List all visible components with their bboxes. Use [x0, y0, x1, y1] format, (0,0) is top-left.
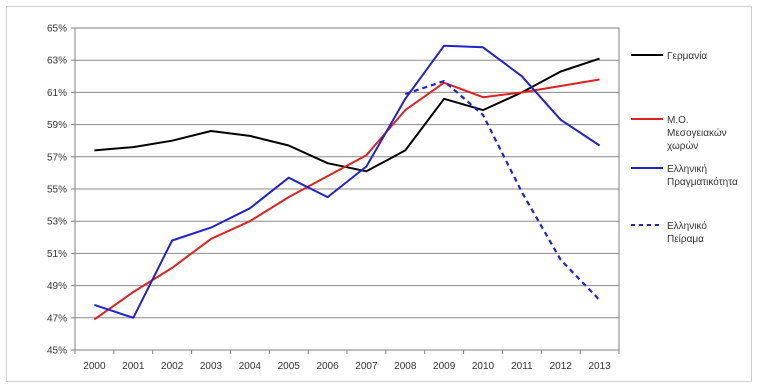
x-tick-label: 2008 [394, 361, 417, 372]
x-tick-label: 2001 [122, 361, 145, 372]
legend-label-0: Γερμανία [667, 50, 707, 62]
gridlines [75, 59, 619, 319]
series-line-0 [94, 57, 600, 173]
x-axis-ticks: 2000 2001 2002 2003 2004 2005 2006 2007 2008 2009… [74, 350, 620, 372]
y-tick-label: 51% [47, 249, 67, 260]
legend-label-3: Πείραμα [667, 233, 704, 245]
y-tick-label: 63% [47, 56, 67, 67]
x-tick-label: 2005 [278, 361, 301, 372]
legend-label-2: Πραγματικότητα [667, 176, 738, 188]
series-line-1 [93, 78, 600, 321]
x-tick-label: 2012 [550, 361, 573, 372]
chart-svg: 45%47%49%51%53%55%57%59%61%63%65% 2000 20… [47, 24, 738, 373]
legend-label-1: Μ.Ο. [667, 115, 689, 126]
y-tick-label: 45% [47, 346, 67, 357]
series-line-3 [404, 79, 601, 301]
y-axis-ticks: 45% 47% 49% 51% 53% 55% 57% 59% 61% 63% 65% [47, 24, 75, 357]
x-tick-label: 2007 [355, 361, 378, 372]
x-tick-label: 2006 [316, 361, 339, 372]
y-tick-label: 47% [47, 313, 67, 324]
y-tick-label: 59% [47, 120, 67, 131]
legend-label-1: χωρών [667, 140, 698, 152]
chart-frame: 45% 47% 49% 51% 53% 55% 57% 59% 61% 63% 65% 2000 20… [6, 6, 752, 382]
y-tick-label: 57% [47, 152, 67, 163]
x-tick-label: 2004 [239, 361, 262, 372]
series-line-2 [94, 44, 601, 319]
series-lines [93, 44, 601, 321]
y-tick-label: 49% [47, 281, 67, 292]
legend-label-2: Ελληνική [667, 163, 707, 175]
y-tick-label: 61% [47, 88, 67, 99]
y-tick-label: 53% [47, 217, 67, 228]
y-tick-label: 65% [47, 24, 67, 35]
x-tick-label: 2009 [433, 361, 456, 372]
x-tick-label: 2000 [83, 361, 106, 372]
legend-label-1: Μεσογειακών [667, 127, 727, 139]
x-tick-label: 2002 [161, 361, 184, 372]
x-tick-label: 2003 [200, 361, 223, 372]
x-tick-label: 2013 [588, 361, 611, 372]
x-tick-label: 2011 [511, 361, 533, 372]
legend-label-3: Ελληνικό [667, 220, 707, 232]
x-tick-label: 2010 [472, 361, 495, 372]
y-tick-label: 55% [47, 185, 67, 196]
